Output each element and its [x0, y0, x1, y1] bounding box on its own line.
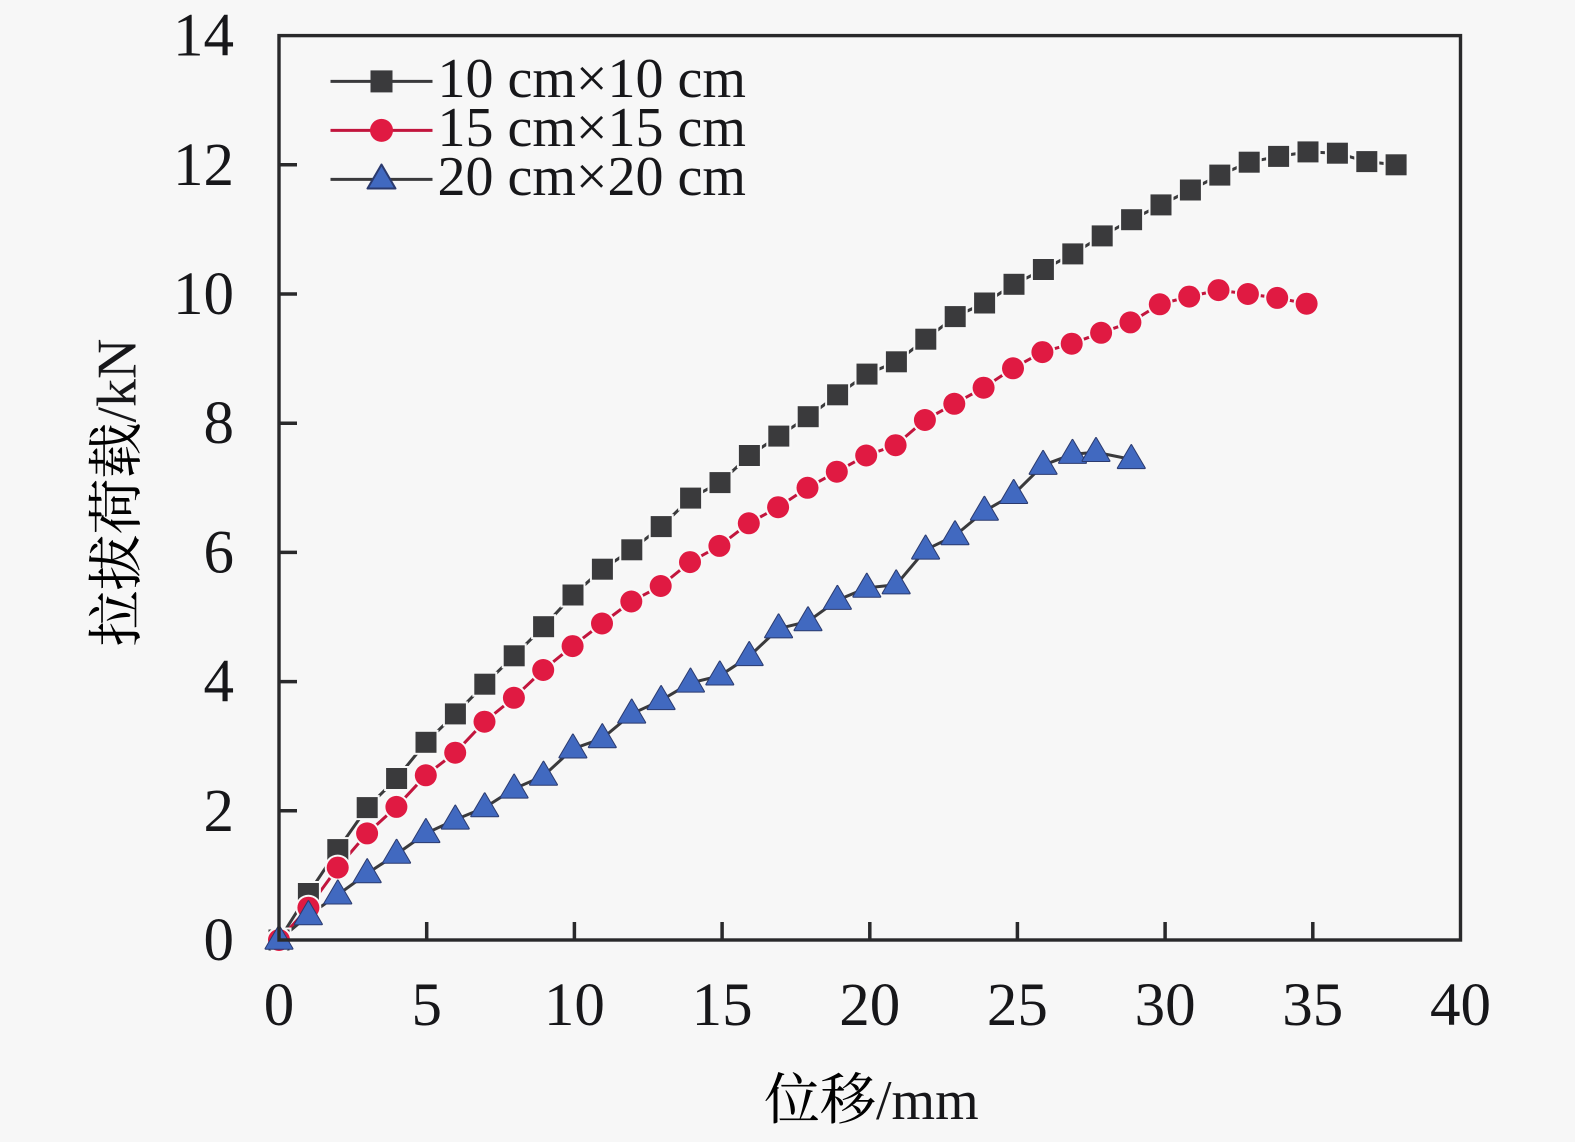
- svg-text:35: 35: [1282, 972, 1343, 1039]
- svg-text:4: 4: [204, 649, 235, 716]
- svg-text:0: 0: [264, 972, 295, 1039]
- svg-text:20: 20: [839, 972, 900, 1039]
- svg-text:8: 8: [204, 390, 235, 457]
- svg-text:2: 2: [204, 778, 235, 845]
- svg-text:/kN: /kN: [87, 339, 149, 423]
- svg-text:15 cm×15 cm: 15 cm×15 cm: [438, 97, 746, 159]
- svg-text:0: 0: [204, 907, 235, 974]
- svg-text:12: 12: [173, 132, 234, 199]
- svg-text:15: 15: [692, 972, 753, 1039]
- svg-text:10: 10: [173, 261, 234, 328]
- svg-text:14: 14: [173, 3, 234, 70]
- svg-text:/mm: /mm: [876, 1070, 979, 1132]
- svg-text:30: 30: [1135, 972, 1196, 1039]
- svg-text:25: 25: [987, 972, 1048, 1039]
- svg-text:6: 6: [204, 519, 235, 586]
- svg-text:5: 5: [411, 972, 442, 1039]
- svg-text:10 cm×10 cm: 10 cm×10 cm: [438, 48, 746, 110]
- svg-text:40: 40: [1430, 972, 1491, 1039]
- svg-text:10: 10: [544, 972, 605, 1039]
- svg-text:20 cm×20 cm: 20 cm×20 cm: [438, 146, 746, 208]
